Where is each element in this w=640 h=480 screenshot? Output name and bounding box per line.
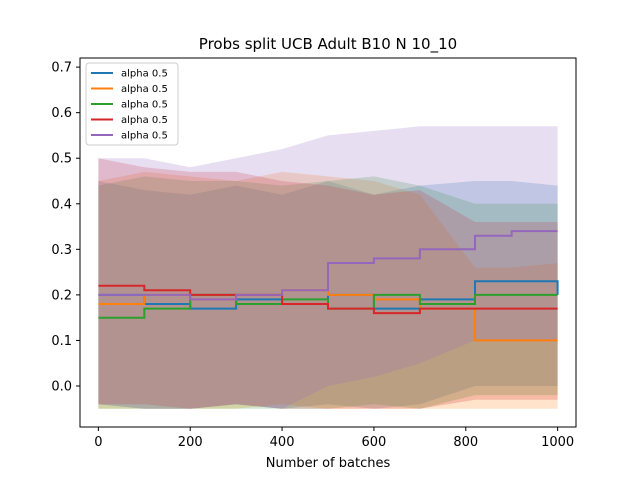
series-lines: [98, 230, 559, 342]
y-tick-label: 0.2: [51, 288, 72, 303]
y-tick-label: 0.4: [51, 197, 72, 212]
y-tick-label: 0.6: [51, 106, 72, 121]
legend-label: alpha 0.5: [121, 69, 168, 80]
legend: alpha 0.5 alpha 0.5 alpha 0.5 alpha 0.5 alph…: [85, 62, 179, 146]
y-tick-label: 0.5: [51, 152, 72, 167]
legend-label: alpha 0.5: [121, 100, 168, 111]
x-tick-label: 800: [453, 435, 478, 450]
x-tick-label: 0: [94, 435, 102, 450]
y-tick-label: 0.1: [51, 334, 72, 349]
line-series-5: [98, 230, 558, 301]
plot-frame: [79, 57, 577, 428]
x-axis-label: Number of batches: [266, 456, 391, 471]
legend-box: [85, 62, 179, 146]
x-tick-label: 600: [362, 435, 387, 450]
legend-label: alpha 0.5: [121, 131, 168, 142]
legend-label: alpha 0.5: [121, 115, 168, 126]
x-tick-label: 200: [178, 435, 203, 450]
y-tick-label: 0.3: [51, 243, 72, 258]
x-tick-label: 400: [270, 435, 295, 450]
y-axis: 0.0 0.1 0.2 0.3 0.4 0.5 0.6 0.7: [51, 61, 80, 395]
legend-label: alpha 0.5: [121, 84, 168, 95]
chart-title: Probs split UCB Adult B10 N 10_10: [199, 35, 457, 54]
x-axis: 0 200 400 600 800 1000: [94, 427, 574, 450]
line-series-3: [98, 293, 558, 319]
line-series-4: [98, 284, 558, 315]
x-tick-label: 1000: [541, 435, 574, 450]
y-tick-label: 0.0: [51, 380, 72, 395]
y-tick-label: 0.7: [51, 61, 72, 76]
